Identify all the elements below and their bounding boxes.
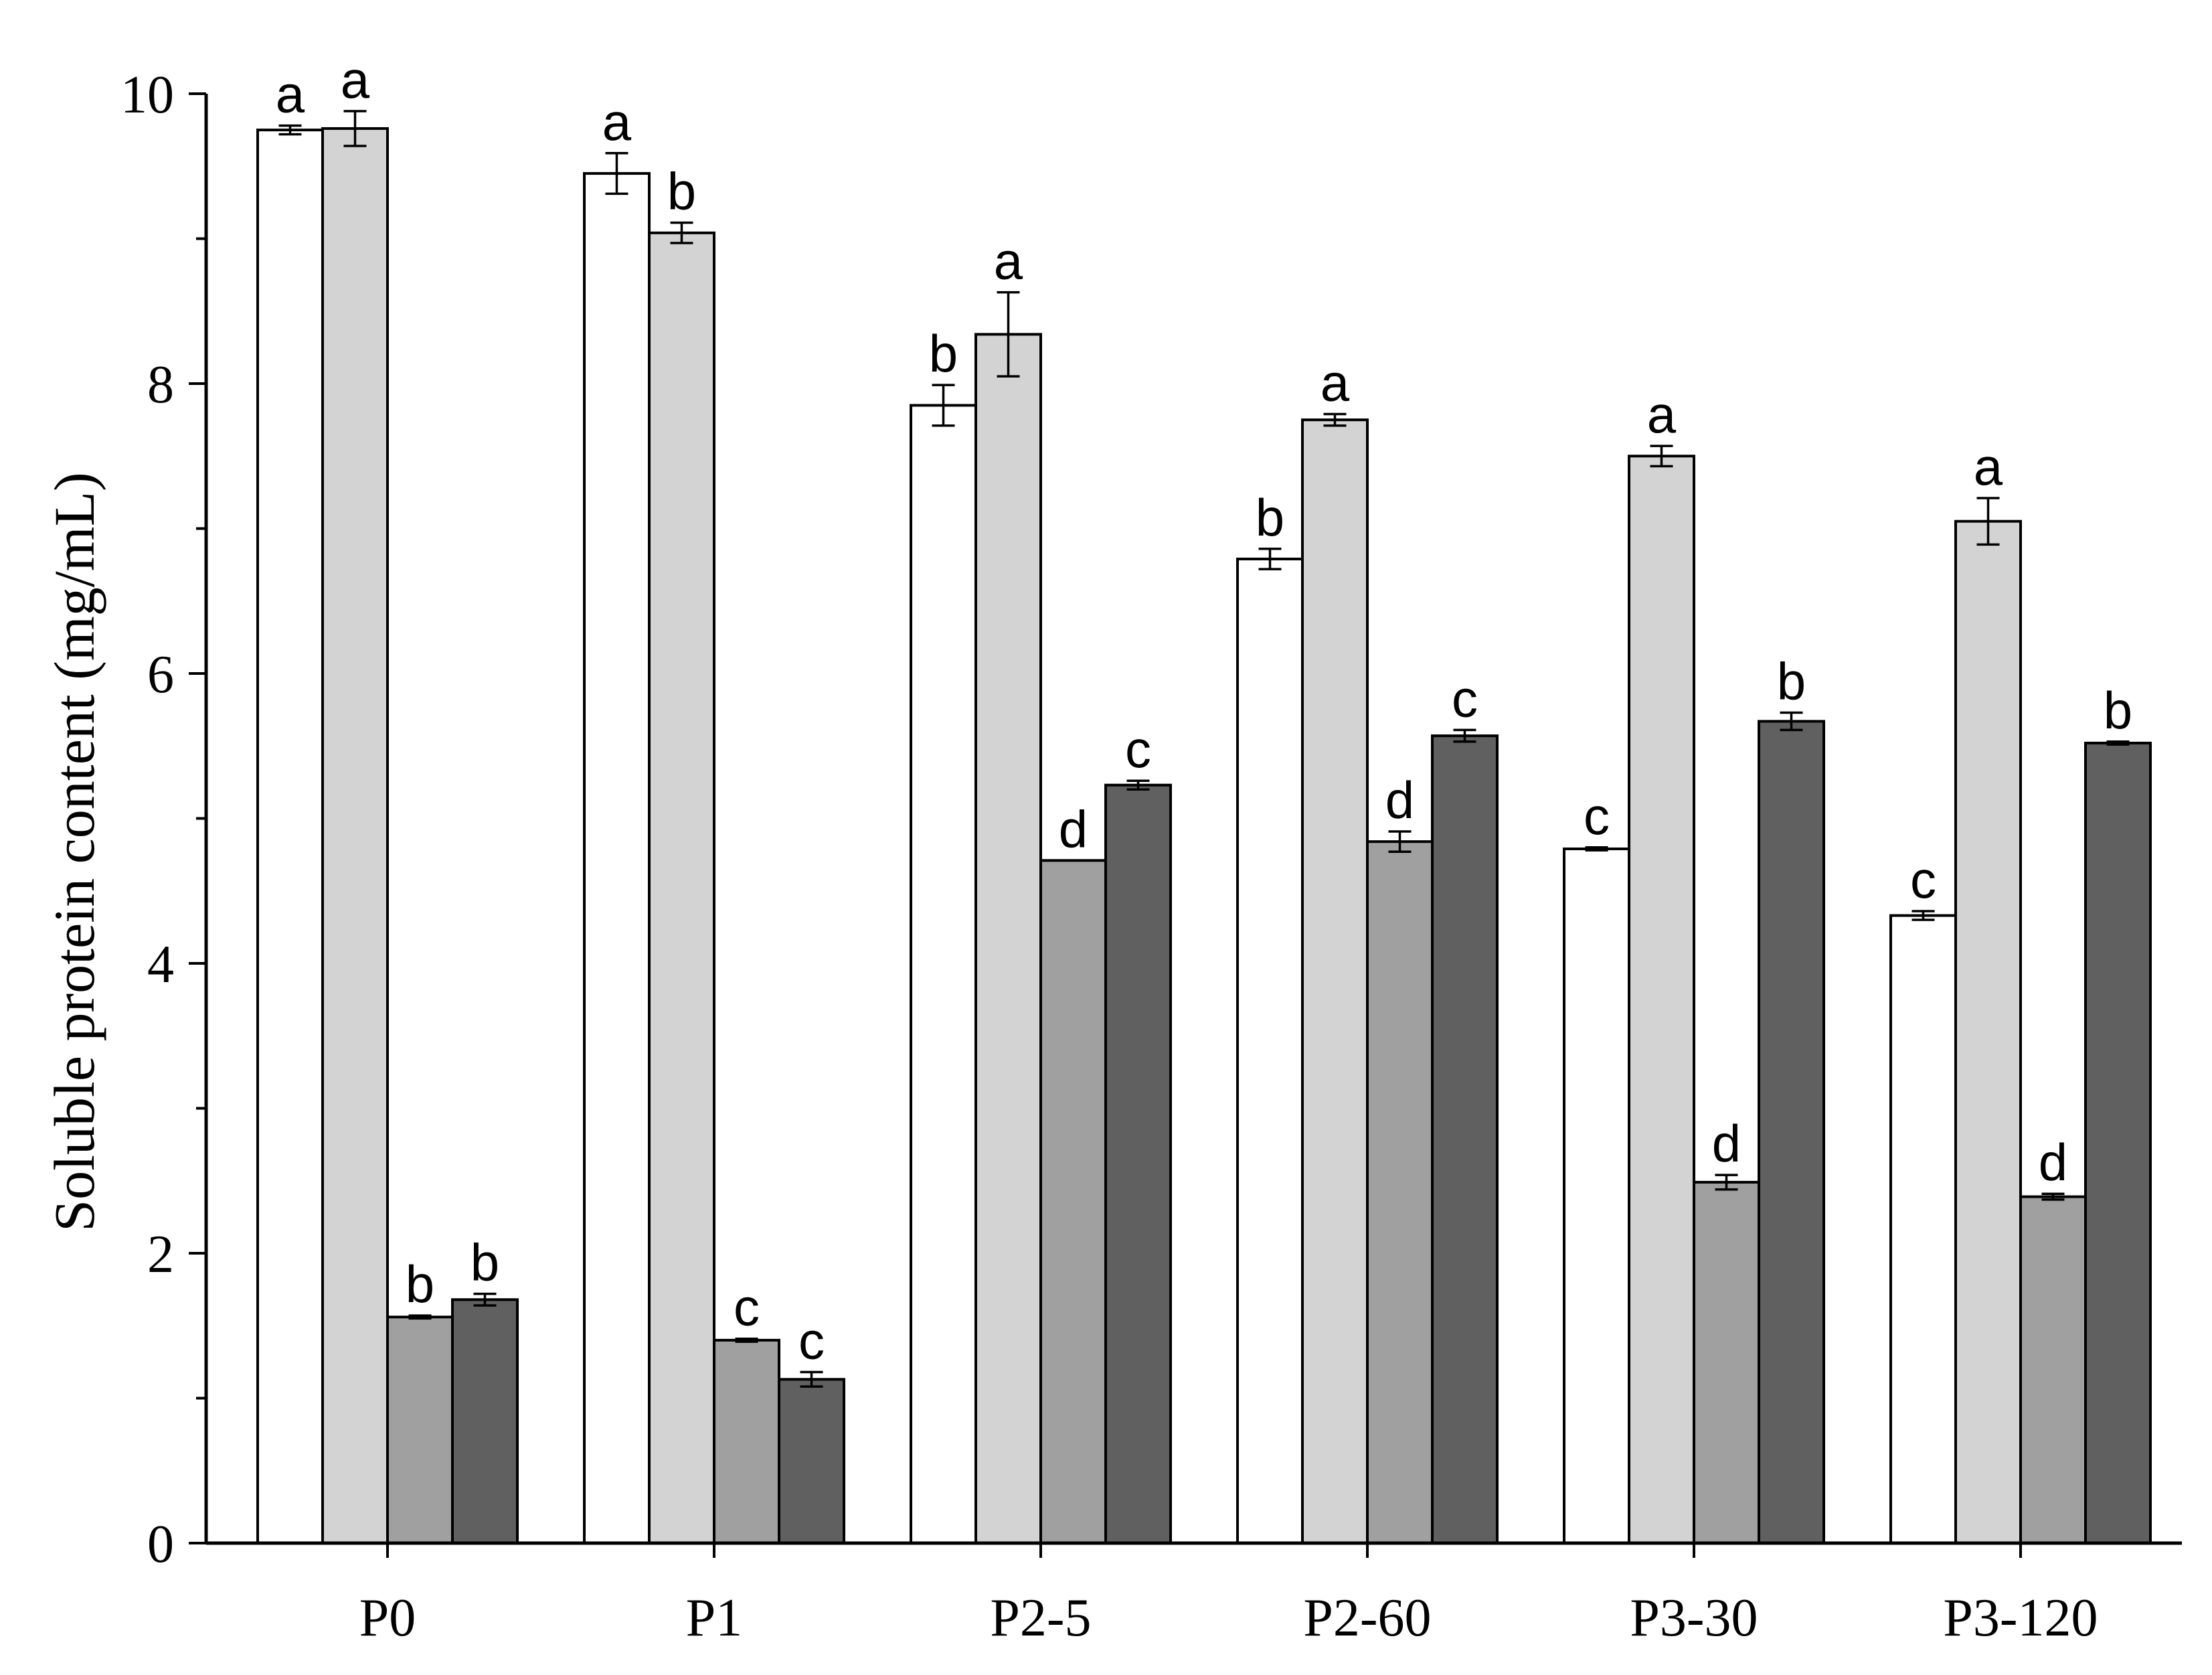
sig-label-p2-5-series-4: c — [1125, 720, 1151, 779]
error-bar-p1-series-4 — [800, 1370, 823, 1388]
error-bar-p2-5-series-1 — [932, 384, 955, 427]
sig-label-p3-120-series-4: b — [2104, 681, 2132, 740]
error-bar-p3-120-series-3 — [2041, 1192, 2065, 1201]
error-bar-p2-5-series-2 — [997, 291, 1020, 378]
error-bar-p0-series-3 — [408, 1314, 432, 1320]
error-bars-layer — [278, 110, 2130, 1388]
y-tick-label: 2 — [147, 1225, 174, 1284]
sig-label-p3-30-series-4: b — [1777, 651, 1806, 710]
error-bar-p1-series-2 — [670, 221, 693, 244]
sig-label-p3-30-series-1: c — [1584, 787, 1610, 846]
bar-p2-60-series-1 — [1236, 557, 1304, 1545]
sig-label-p0-series-1: a — [276, 65, 305, 124]
bar-p1-series-3 — [713, 1338, 780, 1545]
y-tick-label: 8 — [147, 355, 174, 414]
sig-label-p1-series-2: b — [667, 162, 696, 221]
bar-p0-series-3 — [386, 1315, 454, 1544]
x-tick-label-p2-5: P2-5 — [990, 1589, 1091, 1648]
sig-label-p1-series-3: c — [734, 1278, 760, 1337]
bar-p2-60-series-2 — [1301, 418, 1369, 1544]
axes-layer: P0 P1 P2-5 P2-60 P3-30 P3-120 0 2 4 6 8 10 — [120, 66, 2182, 1648]
bar-p2-5-series-2 — [974, 333, 1042, 1544]
bars-layer — [256, 127, 2152, 1545]
bar-p3-120-series-3 — [2019, 1195, 2087, 1544]
error-bar-p0-series-4 — [473, 1292, 497, 1307]
sig-label-p0-series-4: b — [471, 1233, 499, 1292]
bar-p3-120-series-2 — [1954, 520, 2022, 1544]
bar-p2-5-series-4 — [1104, 783, 1172, 1544]
bar-p0-series-4 — [451, 1298, 519, 1545]
x-tick-label-p3-120: P3-120 — [1943, 1589, 2098, 1648]
error-bar-p2-60-series-2 — [1323, 412, 1347, 427]
bar-p1-series-4 — [778, 1378, 845, 1544]
bar-p3-30-series-4 — [1758, 720, 1825, 1544]
sig-label-p2-5-series-1: b — [929, 324, 958, 383]
error-bar-p2-60-series-4 — [1453, 728, 1476, 743]
y-tick-label: 6 — [147, 645, 174, 704]
sig-label-p2-60-series-4: c — [1452, 669, 1478, 728]
error-bar-p0-series-2 — [343, 110, 367, 147]
bar-p3-30-series-1 — [1563, 847, 1630, 1544]
sig-label-p3-30-series-2: a — [1647, 385, 1677, 444]
sig-label-p2-60-series-1: b — [1256, 488, 1284, 547]
bar-p1-series-2 — [648, 231, 715, 1545]
sig-label-p1-series-1: a — [602, 92, 632, 151]
error-bar-p3-120-series-1 — [1911, 910, 1935, 921]
error-bar-p1-series-3 — [735, 1337, 758, 1343]
bar-p3-30-series-3 — [1693, 1180, 1760, 1545]
x-tick-label-p1: P1 — [686, 1589, 743, 1648]
bar-p0-series-2 — [321, 127, 389, 1545]
x-tick-label-p3-30: P3-30 — [1630, 1589, 1758, 1648]
sig-label-p3-120-series-1: c — [1910, 850, 1936, 909]
bar-p3-30-series-2 — [1628, 455, 1695, 1544]
error-bar-p3-120-series-4 — [2106, 740, 2130, 746]
bar-p0-series-1 — [256, 129, 324, 1544]
x-tick-label-p0: P0 — [359, 1589, 416, 1648]
bar-p2-5-series-1 — [910, 404, 977, 1544]
sig-label-p3-30-series-3: d — [1712, 1114, 1741, 1173]
error-bar-p0-series-1 — [278, 124, 302, 136]
y-tick-label: 4 — [147, 935, 174, 994]
bar-p3-120-series-1 — [1889, 914, 1957, 1545]
sig-label-p2-5-series-3: d — [1059, 799, 1088, 858]
sig-label-p0-series-2: a — [341, 50, 370, 109]
error-bar-p3-120-series-2 — [1976, 497, 2000, 546]
sig-label-p0-series-3: b — [406, 1255, 434, 1313]
y-tick-label: 10 — [120, 66, 174, 125]
error-bar-p3-30-series-2 — [1650, 445, 1673, 468]
error-bar-p3-30-series-3 — [1715, 1174, 1738, 1191]
bar-p3-120-series-4 — [2084, 741, 2152, 1544]
sig-label-p3-120-series-3: d — [2039, 1133, 2067, 1192]
error-bar-p3-30-series-1 — [1585, 846, 1608, 852]
sig-label-p2-5-series-2: a — [994, 232, 1023, 291]
sig-label-p1-series-4: c — [798, 1311, 825, 1370]
error-bar-p1-series-1 — [605, 152, 628, 195]
error-bar-p3-30-series-4 — [1780, 711, 1803, 732]
y-tick-label: 0 — [147, 1515, 174, 1574]
error-bar-p2-60-series-1 — [1258, 548, 1282, 570]
sig-label-p2-60-series-2: a — [1321, 353, 1350, 412]
y-axis-title: Soluble protein content (mg/mL) — [42, 472, 106, 1232]
x-tick-label-p2-60: P2-60 — [1303, 1589, 1431, 1648]
sig-label-p3-120-series-2: a — [1974, 437, 2003, 496]
error-bar-p2-60-series-3 — [1388, 830, 1412, 854]
bar-p2-5-series-3 — [1039, 859, 1107, 1545]
error-bar-p2-5-series-4 — [1126, 779, 1150, 791]
bar-p2-60-series-4 — [1431, 734, 1499, 1544]
bar-p2-60-series-3 — [1366, 840, 1434, 1544]
sig-label-p2-60-series-3: d — [1385, 771, 1414, 829]
bar-p1-series-1 — [583, 172, 651, 1545]
